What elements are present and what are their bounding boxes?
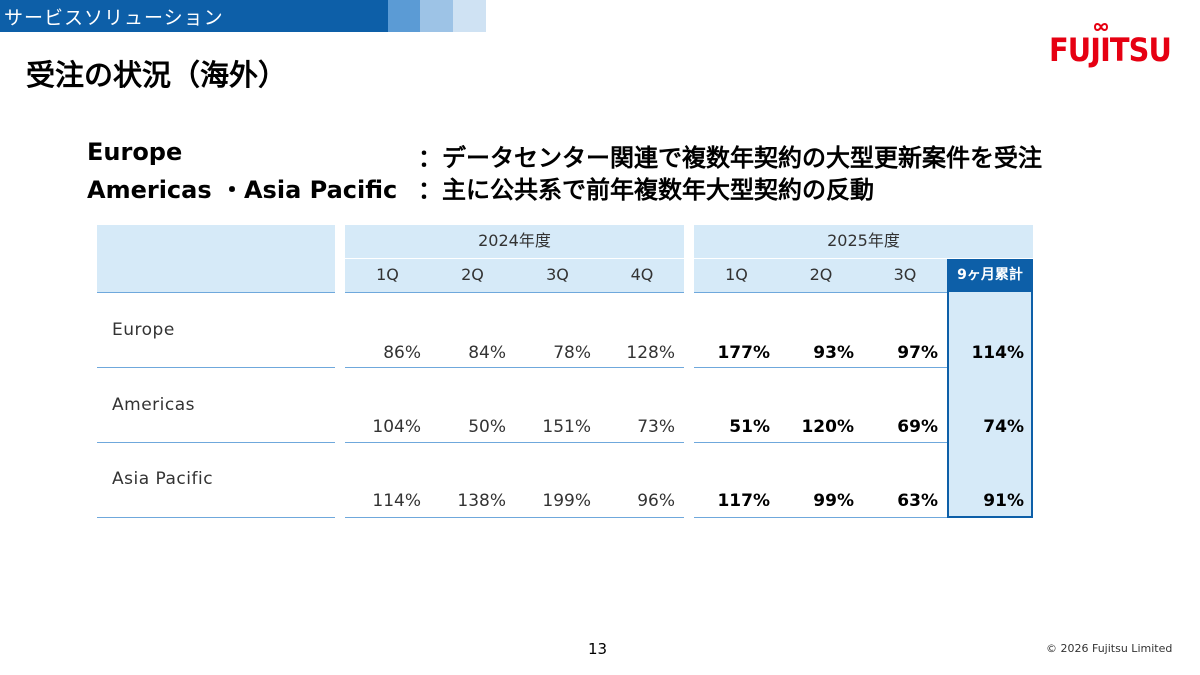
row-rule [345,442,684,443]
summary-text-americas-apac: ：主に公共系で前年複数年大型契約の反動 [418,176,874,204]
row-rule [345,517,684,518]
q-2024-3q: 3Q [546,265,569,284]
cell-europe-2025-1q: 177% [717,343,770,363]
cell-americas-2024-4q: 73% [637,417,675,437]
page-number: 13 [588,640,608,658]
row-rule [694,367,947,368]
copyright: © 2026 Fujitsu Limited [1046,642,1173,655]
infinity-icon [1093,23,1109,31]
fujitsu-logo: FUJITSU [1049,20,1172,76]
cell-europe-2024-3q: 78% [553,343,591,363]
cell-americas-2024-1q: 104% [372,417,421,437]
header-accent-1 [388,0,420,32]
cell-americas-2024-2q: 50% [468,417,506,437]
header-divider-2024 [345,258,684,259]
cell-apac-cumulative: 91% [983,491,1024,511]
header-bottom-rule-2024 [345,292,684,293]
row-rule [694,442,947,443]
logo-text: FUJITSU [1049,31,1172,69]
cell-americas-2025-3q: 69% [897,417,938,437]
q-2024-2q: 2Q [461,265,484,284]
row-rule [694,517,947,518]
page-title: 受注の状況（海外） [26,58,288,92]
cell-apac-2025-3q: 63% [897,491,938,511]
cell-apac-2024-2q: 138% [457,491,506,511]
cell-americas-2025-1q: 51% [729,417,770,437]
cell-apac-2025-2q: 99% [813,491,854,511]
year-2024-label: 2024年度 [478,231,551,250]
summary-region-europe: Europe [87,138,183,166]
cell-americas-cumulative: 74% [983,417,1024,437]
row-name-asia-pacific: Asia Pacific [112,469,214,489]
cell-europe-2024-1q: 86% [383,343,421,363]
section-label: サービスソリューション [4,7,224,29]
row-name-europe: Europe [112,320,175,340]
cell-apac-2024-1q: 114% [372,491,421,511]
cell-apac-2025-1q: 117% [717,491,770,511]
q-2025-1q: 1Q [725,265,748,284]
cell-apac-2024-3q: 199% [542,491,591,511]
q-2024-4q: 4Q [630,265,654,284]
row-name-americas: Americas [112,395,195,415]
cell-apac-2024-4q: 96% [637,491,675,511]
q-2024-1q: 1Q [376,265,399,284]
header-band: サービスソリューション [0,0,388,32]
header-bottom-rule [97,292,335,293]
row-rule [97,442,335,443]
header-divider-2025 [694,258,1033,259]
cell-europe-2024-4q: 128% [626,343,675,363]
header-bottom-rule-2025 [694,292,1033,293]
q-2025-3q: 3Q [893,265,917,284]
row-rule [97,517,335,518]
cell-europe-cumulative: 114% [971,343,1024,363]
header-accent-3 [453,0,486,32]
row-rule [97,367,335,368]
cell-americas-2025-2q: 120% [801,417,854,437]
year-2025-label: 2025年度 [827,231,900,250]
cell-europe-2025-2q: 93% [813,343,854,363]
table-corner-header [97,225,335,292]
summary-text-europe: ：データセンター関連で複数年契約の大型更新案件を受注 [418,144,1042,172]
row-rule [345,367,684,368]
summary-region-americas-apac: Americas ・Asia Pacific [87,176,398,204]
cell-europe-2024-2q: 84% [468,343,506,363]
q-2025-2q: 2Q [809,265,833,284]
cumulative-header: 9ヶ月累計 [947,259,1033,292]
header-accent-2 [420,0,453,32]
cumulative-column [947,292,1033,518]
cell-europe-2025-3q: 97% [897,343,938,363]
cell-americas-2024-3q: 151% [542,417,591,437]
